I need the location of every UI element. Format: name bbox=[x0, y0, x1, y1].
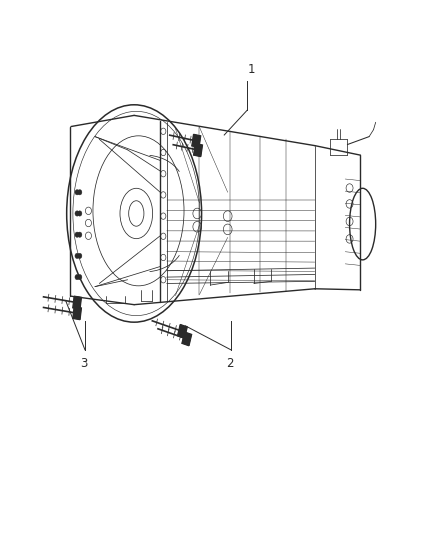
Circle shape bbox=[78, 190, 82, 195]
Polygon shape bbox=[178, 325, 187, 338]
Polygon shape bbox=[73, 307, 81, 320]
Circle shape bbox=[75, 211, 79, 216]
Text: 2: 2 bbox=[226, 357, 233, 370]
Circle shape bbox=[75, 274, 79, 280]
Circle shape bbox=[78, 211, 82, 216]
Text: 3: 3 bbox=[81, 357, 88, 370]
Polygon shape bbox=[73, 296, 81, 309]
Text: 1: 1 bbox=[248, 62, 255, 76]
Circle shape bbox=[78, 274, 82, 280]
Polygon shape bbox=[192, 134, 201, 148]
Circle shape bbox=[78, 232, 82, 237]
Polygon shape bbox=[182, 332, 191, 346]
Circle shape bbox=[75, 190, 79, 195]
Circle shape bbox=[75, 253, 79, 259]
Circle shape bbox=[78, 253, 82, 259]
Circle shape bbox=[75, 232, 79, 237]
Polygon shape bbox=[194, 143, 202, 157]
